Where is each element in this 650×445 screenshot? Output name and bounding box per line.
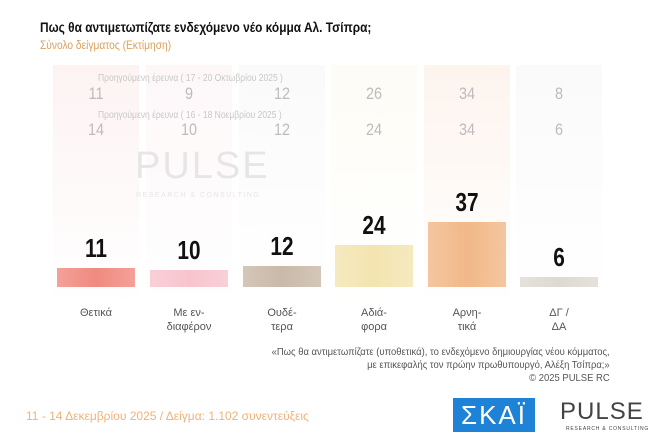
data-label: 24 (362, 210, 386, 240)
previous-value: 14 (87, 120, 105, 139)
note-line: «Πως θα αντιμετωπίζατε (υποθετικά), το ε… (271, 346, 610, 358)
copyright: © 2025 PULSE RC (529, 372, 610, 384)
chart-title: Πως θα αντιμετωπίζατε ενδεχόμενο νέο κόμ… (40, 19, 372, 35)
pulse-watermark: PULSE (135, 145, 270, 187)
previous-value: 26 (365, 84, 383, 103)
bar (520, 276, 598, 287)
column-panel (239, 65, 325, 305)
previous-value: 9 (184, 84, 194, 103)
previous-survey-label-1: Προηγούμενη έρευνα ( 17 - 20 Οκτωβρίου 2… (98, 73, 283, 84)
bar (243, 266, 321, 287)
previous-value: 34 (458, 120, 476, 139)
category-label: Αρνη- τικά (452, 307, 482, 333)
previous-value: 34 (458, 84, 476, 103)
survey-footer: 11 - 14 Δεκεμβρίου 2025 / Δείγμα: 1.102 … (26, 409, 309, 423)
category-label: ΔΓ / ΔΑ (549, 307, 569, 333)
column-panel (146, 65, 232, 305)
data-label: 6 (553, 241, 565, 272)
previous-value: 12 (273, 84, 291, 103)
category-label: Θετικά (80, 307, 112, 319)
chart-subtitle: Σύνολο δείγματος (Εκτίμηση) (40, 38, 172, 52)
previous-value: 24 (365, 120, 383, 139)
bar (335, 245, 413, 287)
pulse-watermark-sub: RESEARCH & CONSULTING (136, 192, 261, 199)
bar (57, 267, 135, 287)
pulse-logo: PULSE (560, 398, 644, 425)
pulse-logo-sub: RESEARCH & CONSULTING (566, 426, 650, 432)
category-label: Ουδέ- τερα (267, 307, 297, 333)
previous-value: 11 (88, 84, 104, 103)
question-note: «Πως θα αντιμετωπίζατε (υποθετικά), το ε… (272, 346, 610, 385)
column-panel (516, 65, 602, 305)
column-panel (53, 65, 139, 305)
previous-value: 12 (273, 120, 291, 139)
previous-value: 10 (180, 120, 198, 139)
note-line: με επικεφαλής τον πρώην πρωθυπουργό, Αλέ… (367, 359, 610, 371)
data-label: 11 (85, 232, 107, 263)
data-label: 37 (455, 187, 479, 218)
bar (428, 222, 506, 287)
skai-logo: ΣΚΑΪ (453, 398, 535, 432)
previous-value: 8 (554, 84, 564, 103)
previous-survey-label-2: Προηγούμενη έρευνα ( 16 - 18 Νοεμβρίου 2… (98, 110, 282, 121)
data-label: 10 (177, 234, 201, 265)
previous-value: 6 (554, 120, 564, 139)
bar (150, 269, 228, 287)
category-label: Με εν- διαφέρον (166, 307, 212, 333)
data-label: 12 (270, 231, 294, 261)
category-label: Αδιά- φορα (361, 307, 387, 333)
